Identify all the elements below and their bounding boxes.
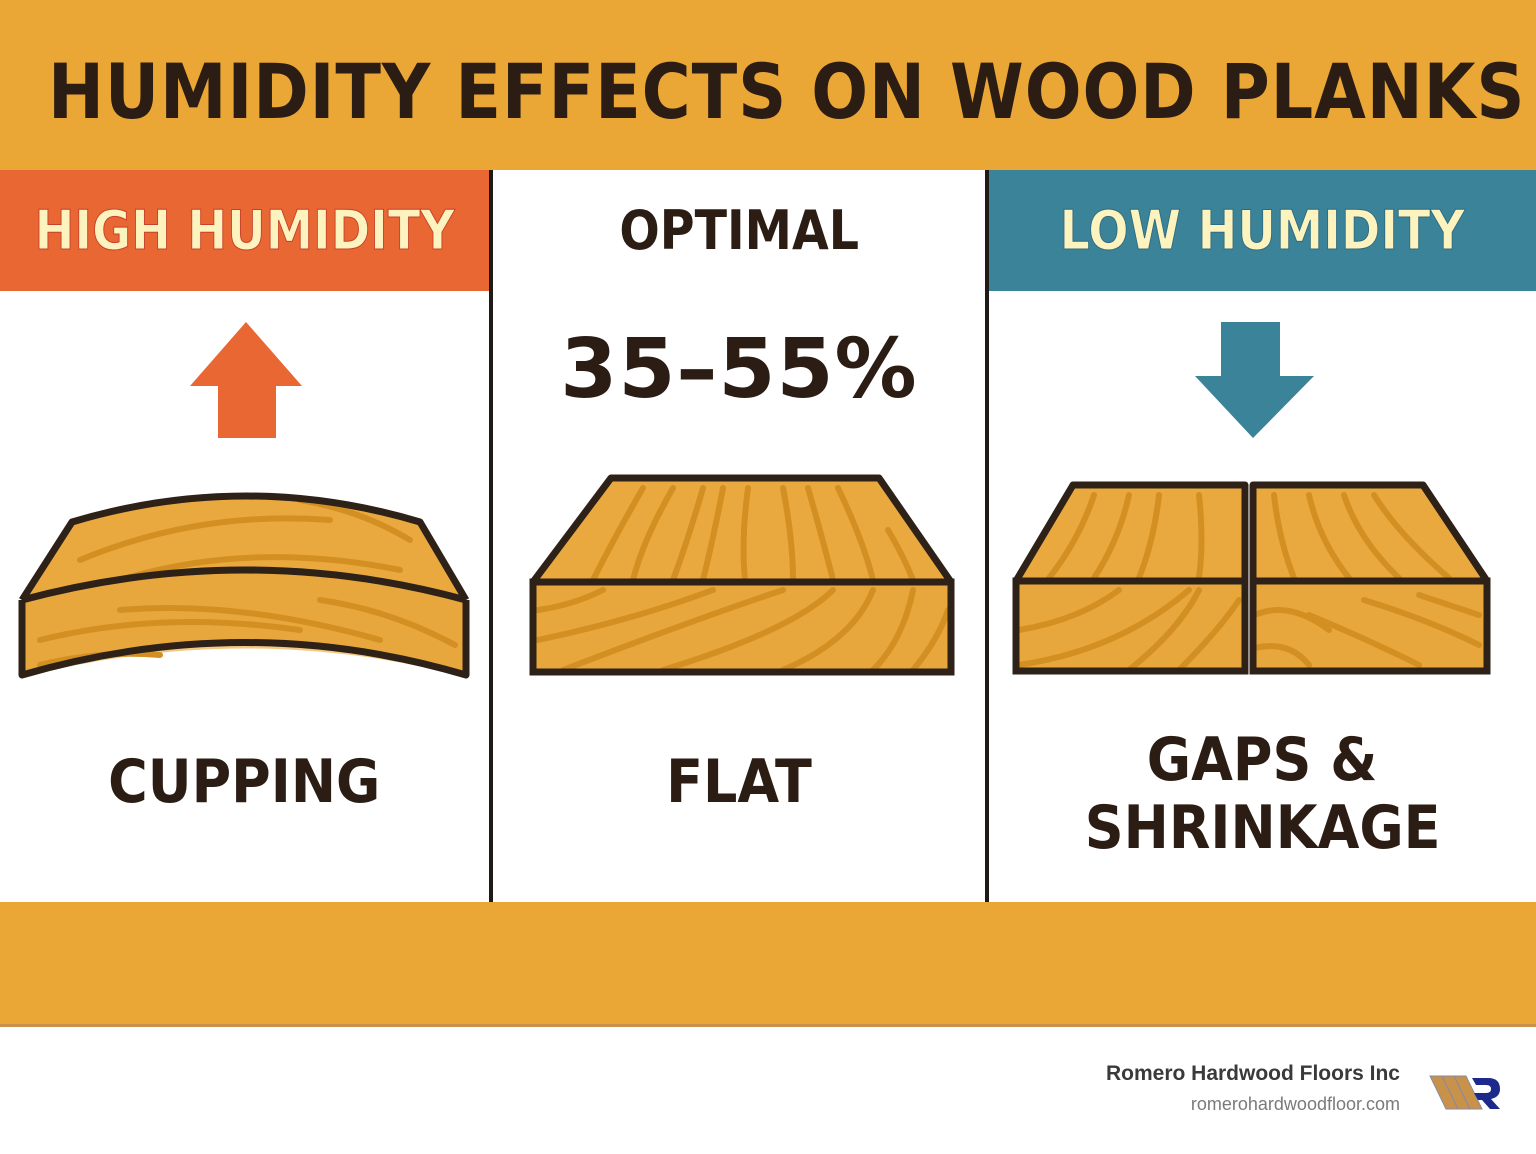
caption-optimal: FLAT — [493, 748, 985, 816]
panel-optimal: OPTIMAL 35–55% FLAT — [493, 170, 985, 902]
header-low-humidity: LOW HUMIDITY — [989, 170, 1536, 291]
bottom-band — [0, 902, 1536, 1027]
company-name: Romero Hardwood Floors Inc — [1105, 1062, 1400, 1085]
caption-gaps: GAPS & — [1147, 725, 1378, 795]
caption-shrinkage: SHRINKAGE — [1084, 793, 1441, 863]
panel-high-humidity: HIGH HUMIDITY CUPPING — [0, 170, 489, 902]
arrow-up-icon — [190, 322, 302, 438]
cupped-plank-illustration — [18, 492, 470, 679]
company-url: romerohardwoodfloor.com — [1190, 1094, 1400, 1114]
split-planks-illustration — [1012, 481, 1491, 675]
header-high-humidity: HIGH HUMIDITY — [0, 170, 489, 291]
panel-low-humidity: LOW HUMIDITY — [989, 170, 1536, 902]
caption-low-humidity: GAPS & SHRINKAGE — [989, 726, 1536, 862]
title-bar: HUMIDITY EFFECTS ON WOOD PLANKS — [0, 0, 1536, 170]
panel-divider — [985, 170, 989, 902]
optimal-range: 35–55% — [560, 322, 918, 417]
caption-flat: FLAT — [666, 747, 812, 817]
arrow-down-icon — [1195, 322, 1314, 438]
page-title: HUMIDITY EFFECTS ON WOOD PLANKS — [48, 47, 1526, 136]
romero-logo-icon — [1429, 1075, 1500, 1110]
flat-plank-illustration — [529, 474, 955, 676]
header-low-humidity-label: LOW HUMIDITY — [1059, 199, 1466, 263]
panel-divider — [489, 170, 493, 902]
caption-high-humidity: CUPPING — [0, 748, 489, 816]
footer-branding: Romero Hardwood Floors Inc romerohardwoo… — [1106, 1062, 1400, 1115]
caption-cupping: CUPPING — [108, 747, 381, 817]
header-high-humidity-label: HIGH HUMIDITY — [34, 199, 455, 263]
header-optimal: OPTIMAL — [493, 170, 985, 291]
header-optimal-label: OPTIMAL — [619, 199, 859, 262]
